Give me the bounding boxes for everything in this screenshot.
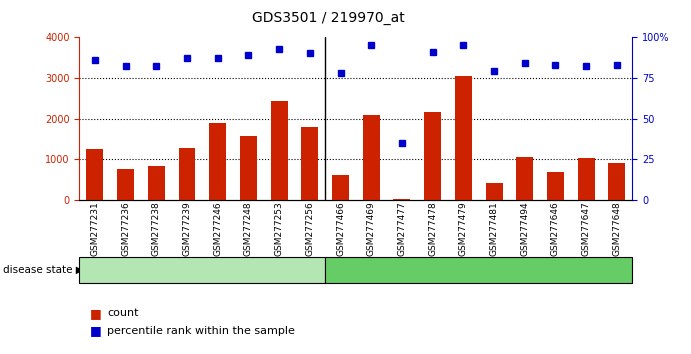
Text: metachronous metastasis: metachronous metastasis: [130, 265, 274, 275]
Bar: [547, 172, 564, 200]
Bar: [240, 136, 257, 200]
Bar: [332, 175, 349, 200]
Bar: [117, 170, 134, 200]
Text: GDS3501 / 219970_at: GDS3501 / 219970_at: [252, 11, 405, 25]
Bar: [86, 149, 103, 200]
Bar: [455, 76, 472, 200]
Text: disease state ▶: disease state ▶: [3, 265, 84, 275]
Text: synchronous metastasis: synchronous metastasis: [411, 265, 546, 275]
Text: percentile rank within the sample: percentile rank within the sample: [107, 326, 295, 336]
Bar: [424, 113, 441, 200]
Bar: [209, 123, 226, 200]
Bar: [609, 163, 625, 200]
Bar: [148, 166, 164, 200]
Bar: [578, 158, 595, 200]
Bar: [178, 148, 196, 200]
Text: count: count: [107, 308, 139, 318]
Bar: [486, 183, 502, 200]
Bar: [393, 199, 410, 200]
Text: ■: ■: [90, 325, 102, 337]
Bar: [516, 157, 533, 200]
Bar: [301, 127, 319, 200]
Text: ■: ■: [90, 307, 102, 320]
Bar: [363, 115, 379, 200]
Bar: [271, 101, 287, 200]
